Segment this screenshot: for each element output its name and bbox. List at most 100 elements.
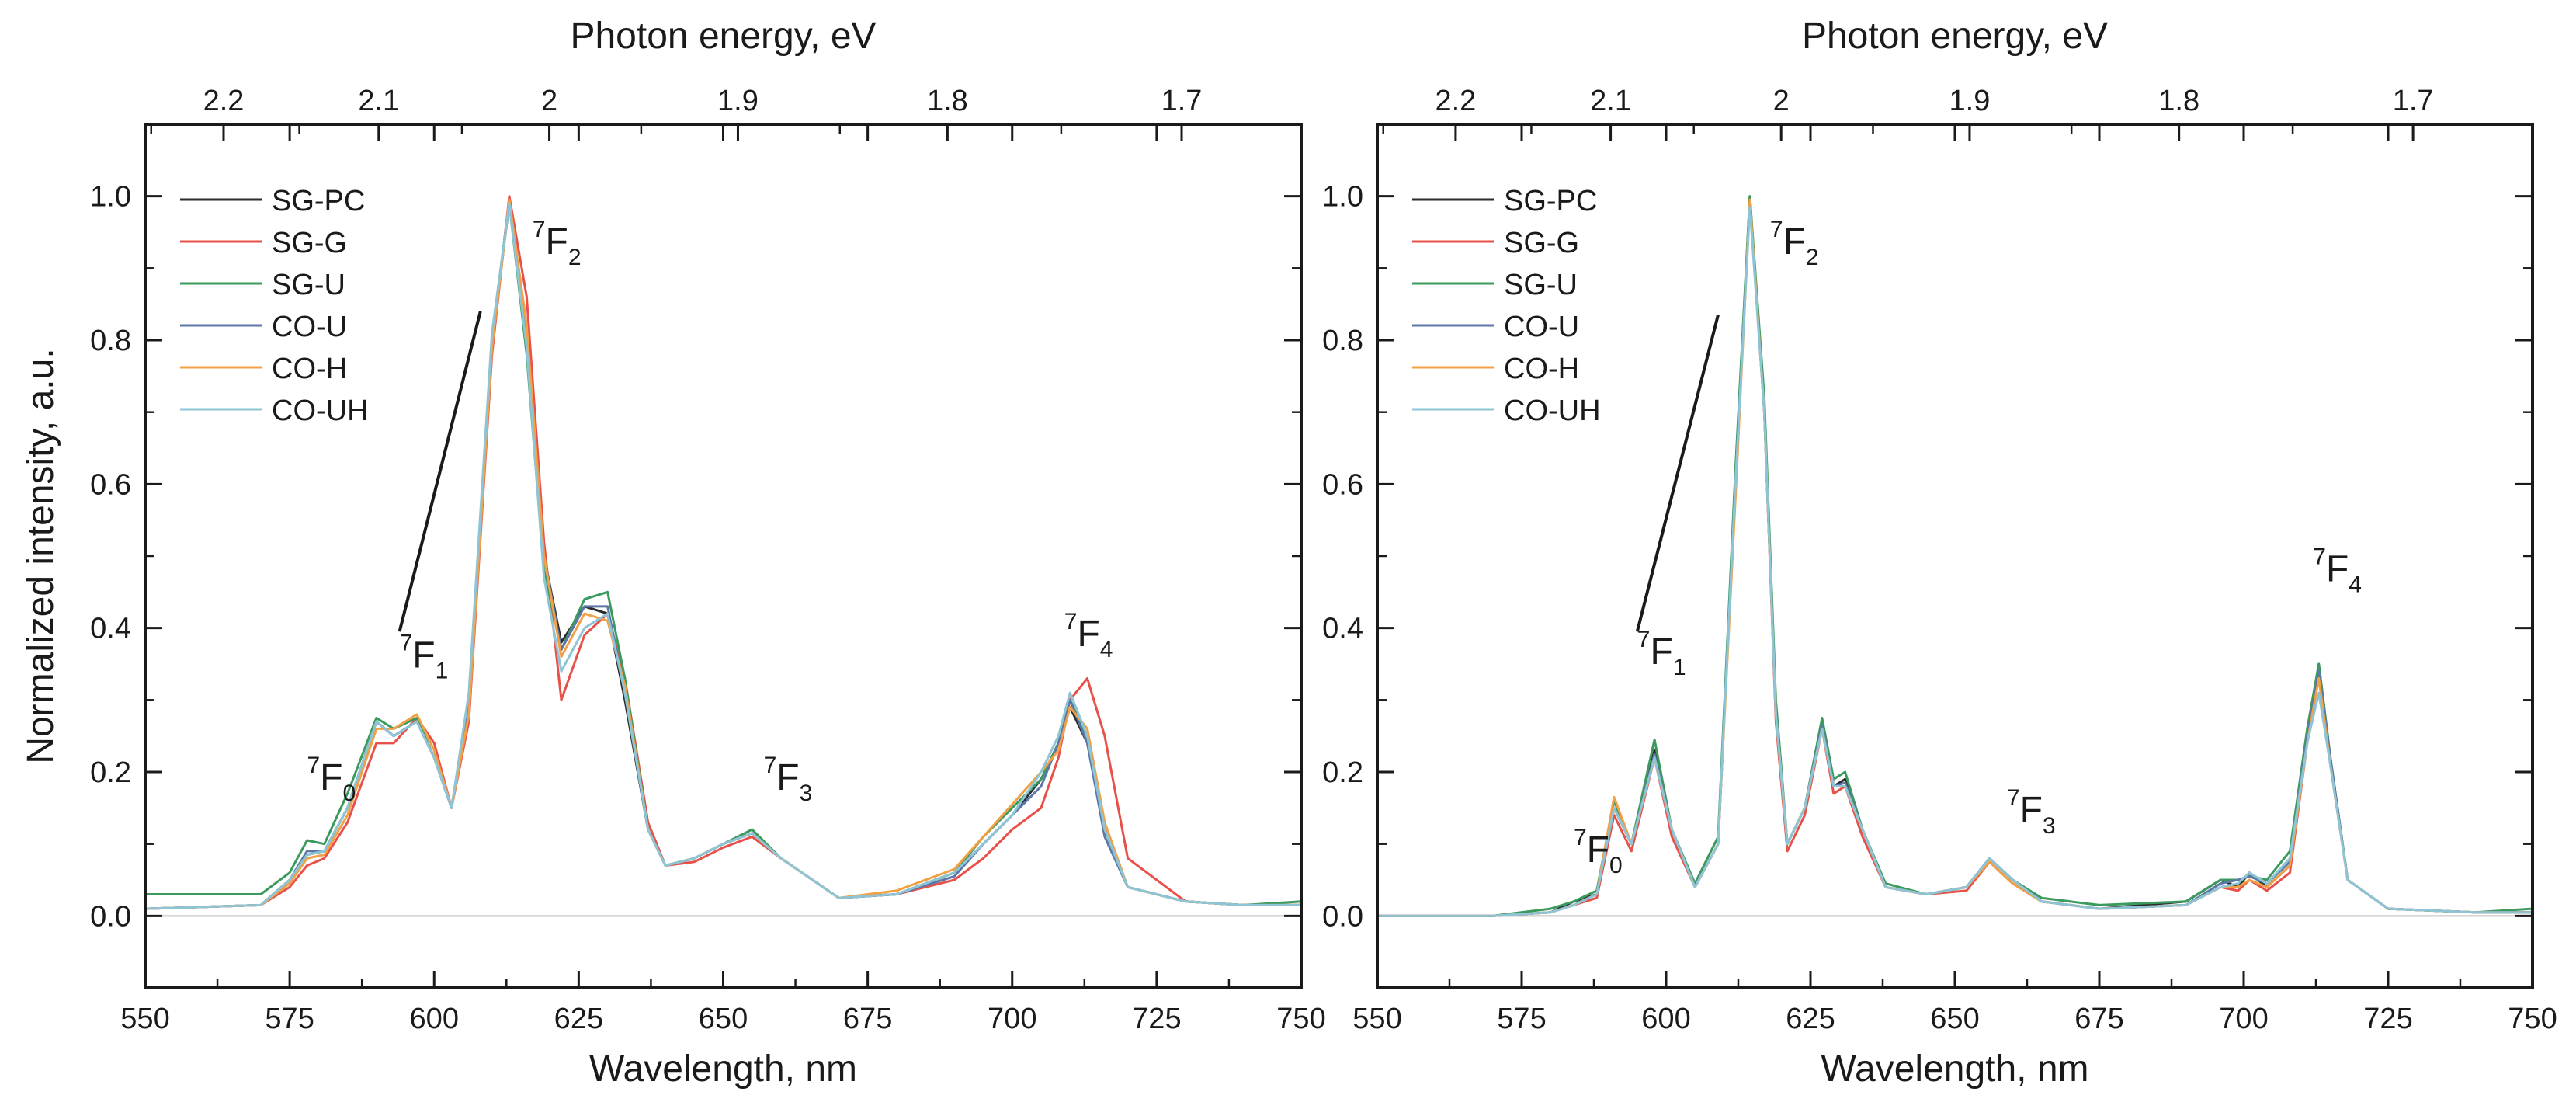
peak-label-base: F <box>320 757 342 798</box>
legend-entry: SG-G <box>272 227 347 259</box>
peak-label-sup: 7 <box>307 753 320 778</box>
peak-label-base: F <box>1650 631 1672 673</box>
legend-entry: CO-H <box>272 353 347 385</box>
legend-entry: CO-U <box>1504 311 1579 343</box>
peak-label-base: F <box>776 757 799 798</box>
peak-label: 7F0 <box>1574 825 1623 878</box>
series-line-co-uh <box>144 202 1301 910</box>
y-tick-label: 0.8 <box>90 325 131 357</box>
top-tick-label: 2.2 <box>1435 85 1476 117</box>
series-line-co-h <box>144 198 1301 910</box>
top-tick-label: 1.9 <box>717 85 759 117</box>
plot-frame <box>144 123 1303 989</box>
peak-label-sup: 7 <box>1064 609 1078 634</box>
top-tick-label: 1.9 <box>1949 85 1991 117</box>
peak-label-sub: 1 <box>436 659 449 684</box>
y-tick-label: 0.6 <box>90 468 131 501</box>
y-tick-label: 0.4 <box>1322 613 1363 645</box>
y-tick-label: 0.6 <box>1322 468 1363 501</box>
x-tick-label: 625 <box>554 1003 603 1035</box>
legend-entry: SG-U <box>272 269 345 301</box>
x-tick-label: 700 <box>988 1003 1036 1035</box>
peak-label: 7F2 <box>1770 217 1819 270</box>
legend-entry: CO-U <box>272 311 347 343</box>
series-line-sg-pc <box>1377 195 2533 917</box>
legend-entry: SG-PC <box>1504 185 1597 217</box>
peak-label-sup: 7 <box>1637 627 1651 652</box>
right-panel: 550 575 600 625 650 675 700 725 750 0.0 0.2 0.4 0.6 0… <box>1322 16 2557 1090</box>
peak-label-sup: 7 <box>764 753 777 778</box>
peak-label: 7F1 <box>1637 627 1686 680</box>
x-tick-label: 600 <box>1641 1003 1690 1035</box>
peak-label-sup: 7 <box>533 217 546 242</box>
series-line-sg-u <box>145 202 1302 906</box>
peak-label: 7F3 <box>764 753 813 806</box>
top-tick-label: 1.8 <box>927 85 968 117</box>
top-tick-label: 2.1 <box>358 85 399 117</box>
y-tick-label: 0.0 <box>1322 900 1363 933</box>
x-tick-label: 650 <box>1930 1003 1979 1035</box>
peak-label: 7F3 <box>2007 785 2056 839</box>
top-tick-label: 1.7 <box>1161 85 1203 117</box>
peak-label: 7F0 <box>307 753 356 806</box>
top-tick-label: 2.2 <box>203 85 245 117</box>
peak-label-sup: 7 <box>1574 825 1587 850</box>
legend-entry: CO-UH <box>272 395 369 427</box>
peak-label-base: F <box>2326 548 2349 589</box>
peak-label-base: F <box>1077 614 1099 655</box>
peak-label: 7F4 <box>2313 544 2362 597</box>
top-tick-label: 1.8 <box>2158 85 2199 117</box>
y-tick-label: 0.0 <box>90 900 131 933</box>
series-line-co-uh <box>1377 206 2533 917</box>
x-tick-label: 700 <box>2219 1003 2268 1035</box>
y-tick-label: 1.0 <box>1322 181 1363 214</box>
peak-label: 7F1 <box>400 631 449 684</box>
peak-label-sub: 3 <box>2043 813 2056 839</box>
x-tick-label: 725 <box>2363 1003 2412 1035</box>
x-tick-label: 625 <box>1786 1003 1835 1035</box>
series-line-sg-u <box>1377 195 2533 917</box>
legend-entry: SG-U <box>1504 269 1578 301</box>
series-line-sg-pc <box>144 198 1301 910</box>
peak-label-sub: 1 <box>1673 655 1686 680</box>
y-axis-title: Normalized intensity, a.u. <box>20 348 61 763</box>
plot-frame <box>1376 123 2534 989</box>
x-tick-label: 750 <box>2508 1003 2557 1035</box>
guide-line <box>1635 315 1720 632</box>
peak-label-base: F <box>1783 221 1806 262</box>
peak-label-sup: 7 <box>2313 544 2326 569</box>
x-axis-title: Wavelength, nm <box>589 1048 857 1090</box>
x-tick-label: 650 <box>699 1003 748 1035</box>
legend-entry: CO-UH <box>1504 395 1601 427</box>
left-panel: 550 575 600 625 650 675 700 725 750 0.0 0.2 0.4 0.6 0… <box>20 16 1326 1090</box>
legend-entry: SG-G <box>1504 227 1579 259</box>
x-tick-label: 750 <box>1276 1003 1325 1035</box>
series-line-sg-g <box>1377 198 2533 917</box>
y-tick-label: 0.8 <box>1322 325 1363 357</box>
peak-label-sub: 2 <box>1806 245 1819 270</box>
peak-label-sub: 2 <box>568 245 582 270</box>
peak-label-sub: 0 <box>342 781 356 806</box>
x-tick-label: 675 <box>2074 1003 2123 1035</box>
peak-label-sub: 0 <box>1609 853 1623 878</box>
top-tick-label: 1.7 <box>2393 85 2434 117</box>
x-tick-label: 575 <box>265 1003 314 1035</box>
x-tick-label: 575 <box>1497 1003 1546 1035</box>
series-line-co-u <box>144 202 1301 910</box>
top-tick-label: 2 <box>1773 85 1790 117</box>
guide-line <box>398 311 482 632</box>
peak-label-sub: 3 <box>800 781 813 806</box>
x-tick-label: 550 <box>120 1003 169 1035</box>
peak-label-sub: 4 <box>1100 637 1113 662</box>
peak-label-sup: 7 <box>400 631 413 656</box>
peak-label-sup: 7 <box>2007 785 2020 811</box>
top-tick-label: 2 <box>541 85 557 117</box>
y-tick-label: 0.2 <box>1322 756 1363 789</box>
series-line-sg-g <box>144 195 1301 910</box>
x-tick-label: 600 <box>410 1003 459 1035</box>
y-tick-label: 0.4 <box>90 613 131 645</box>
x-tick-label: 550 <box>1352 1003 1401 1035</box>
y-tick-label: 0.2 <box>90 756 131 789</box>
x-tick-label: 725 <box>1132 1003 1181 1035</box>
